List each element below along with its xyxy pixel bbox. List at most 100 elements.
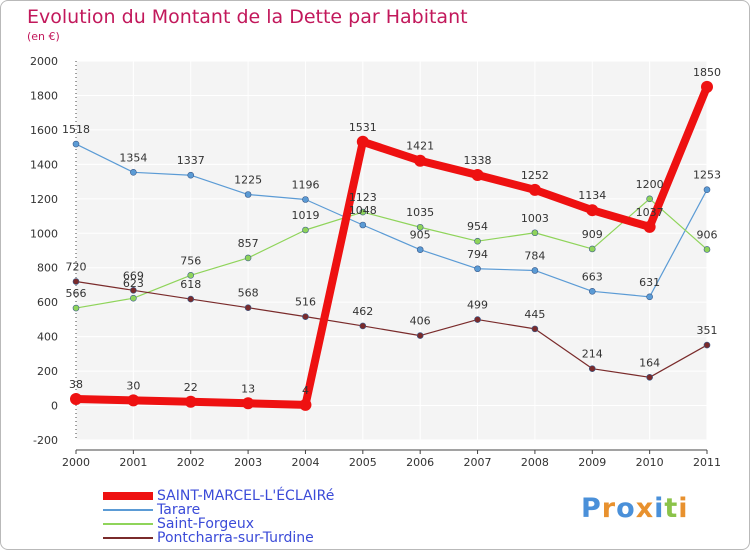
data-point [187, 171, 195, 179]
series-line [75, 143, 708, 298]
series-line [72, 82, 711, 409]
data-point [70, 392, 82, 405]
data-point [187, 272, 195, 279]
data-label: 1850 [693, 66, 721, 79]
data-point [244, 304, 252, 311]
x-tick-label: 2011 [693, 456, 721, 469]
data-label: 794 [467, 248, 488, 261]
data-label: 516 [295, 296, 316, 309]
x-tick-label: 2003 [234, 456, 262, 469]
data-point [531, 229, 539, 237]
y-tick-label: 1600 [30, 124, 58, 137]
y-tick-label: 1400 [30, 158, 58, 171]
data-point [528, 183, 541, 196]
y-tick-label: -200 [33, 434, 58, 447]
data-label: 1252 [521, 169, 549, 182]
data-label: 445 [524, 308, 545, 321]
legend-item-saint-forgeux: Saint-Forgeux [103, 516, 255, 532]
legend-item-tarare: Tarare [103, 502, 200, 518]
legend-swatch-saint-marcel [103, 492, 153, 500]
data-label: 38 [69, 378, 83, 391]
data-label: 784 [524, 249, 545, 262]
data-point [302, 226, 309, 234]
data-point [299, 398, 312, 411]
data-point [244, 254, 252, 262]
plot-background [76, 61, 707, 440]
data-label: 1354 [119, 151, 147, 164]
data-point [359, 208, 367, 216]
data-point [646, 293, 653, 301]
data-label: 756 [180, 254, 201, 267]
chart-title: Evolution du Montant de la Dette par Hab… [27, 6, 468, 28]
data-point [703, 246, 711, 253]
data-point [72, 278, 80, 285]
data-label: 1003 [521, 212, 549, 225]
data-point [588, 245, 596, 253]
y-tick-label: 200 [37, 365, 58, 378]
y-tick-label: 0 [51, 400, 58, 413]
legend-swatch-saint-forgeux [103, 523, 153, 525]
data-point [588, 288, 596, 295]
data-label: 499 [467, 299, 488, 312]
data-label: 406 [410, 315, 431, 328]
x-tick-label: 2010 [636, 456, 664, 469]
legend-label-saint-marcel: SAINT-MARCEL-L'ÉCLAIRé [157, 488, 335, 504]
data-label: 623 [123, 277, 144, 290]
data-point [703, 186, 711, 193]
data-point [416, 332, 424, 339]
data-label: 214 [582, 348, 603, 361]
data-label: 1337 [177, 154, 205, 167]
data-point [701, 80, 713, 93]
data-label: 1225 [234, 174, 262, 187]
x-tick-label: 2002 [177, 456, 205, 469]
data-label: 631 [639, 276, 660, 289]
data-label: 954 [467, 220, 488, 233]
legend-item-saint-marcel: SAINT-MARCEL-L'ÉCLAIRé [103, 488, 335, 504]
data-point [588, 365, 596, 372]
legend-label-pontcharra: Pontcharra-sur-Turdine [157, 530, 314, 546]
logo-letter: i [678, 493, 689, 524]
data-point [586, 204, 599, 217]
x-tick-label: 2009 [578, 456, 606, 469]
data-point [184, 395, 197, 408]
data-point [130, 286, 137, 294]
data-label: 1134 [578, 189, 606, 202]
y-tick-label: 800 [37, 262, 58, 275]
data-point [187, 295, 195, 303]
data-point [474, 237, 481, 245]
data-point [72, 304, 80, 312]
series-line [75, 198, 708, 309]
data-label: 905 [410, 229, 431, 242]
data-point [242, 397, 255, 410]
y-tick-label: 1200 [30, 193, 58, 206]
data-label: 1338 [464, 154, 492, 167]
x-tick-label: 2006 [406, 456, 434, 469]
x-tick-label: 2004 [291, 456, 319, 469]
data-label: 568 [238, 287, 259, 300]
data-label: 1518 [62, 123, 90, 136]
data-label: 1019 [291, 209, 319, 222]
legend-swatch-tarare [103, 509, 153, 511]
data-point [127, 394, 140, 407]
y-tick-label: 1000 [30, 227, 58, 240]
data-label: 1035 [406, 206, 434, 219]
logo-letter: x [635, 493, 655, 524]
data-label: 164 [639, 356, 660, 369]
data-label: 351 [697, 324, 718, 337]
data-point [474, 316, 481, 323]
data-point [643, 220, 656, 233]
y-tick-label: 600 [37, 296, 58, 309]
legend-label-saint-forgeux: Saint-Forgeux [157, 516, 255, 532]
data-label: 618 [180, 278, 201, 291]
data-point [416, 223, 424, 231]
data-label: 720 [66, 261, 87, 274]
data-label: 1421 [406, 140, 434, 153]
y-tick-label: 400 [37, 331, 58, 344]
data-point [302, 313, 309, 320]
data-label: 906 [697, 228, 718, 241]
x-tick-label: 2005 [349, 456, 377, 469]
data-label: 857 [238, 237, 259, 250]
data-point [130, 168, 137, 176]
